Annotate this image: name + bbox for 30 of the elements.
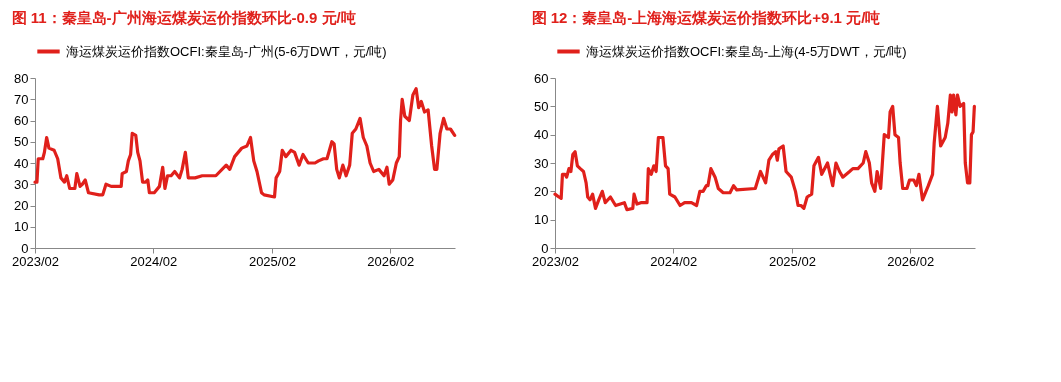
x-tick-label: 2026/02 bbox=[887, 253, 935, 269]
y-tick-label: 70 bbox=[14, 91, 29, 107]
y-tick-label: 60 bbox=[14, 113, 29, 128]
x-tick-label: 2025/02 bbox=[248, 253, 296, 269]
legend-label: 海运煤炭运价指数OCFI:秦皇岛-广州(5-6万DWT，元/吨) bbox=[66, 43, 387, 59]
y-tick-label: 50 bbox=[534, 98, 549, 114]
x-tick-label: 2023/02 bbox=[532, 253, 579, 269]
y-tick-label: 30 bbox=[14, 176, 29, 192]
y-tick-label: 20 bbox=[534, 183, 549, 199]
y-tick-label: 80 bbox=[14, 70, 29, 86]
legend-label: 海运煤炭运价指数OCFI:秦皇岛-上海(4-5万DWT，元/吨) bbox=[586, 43, 907, 59]
y-tick-label: 10 bbox=[534, 212, 549, 228]
x-tick-label: 2023/02 bbox=[12, 253, 59, 269]
y-tick-label: 0 bbox=[21, 240, 29, 256]
line-series bbox=[553, 93, 976, 212]
y-tick-label: 30 bbox=[534, 155, 549, 171]
y-tick-label: 60 bbox=[534, 70, 549, 86]
y-tick-label: 40 bbox=[534, 127, 549, 143]
y-tick-label: 20 bbox=[14, 198, 29, 213]
x-tick-label: 2026/02 bbox=[367, 253, 415, 269]
chart-title: 图 12：秦皇岛-上海海运煤炭运价指数环比+9.1 元/吨 bbox=[531, 9, 881, 26]
y-tick-label: 0 bbox=[541, 240, 549, 256]
x-tick-label: 2024/02 bbox=[650, 253, 698, 269]
y-tick-label: 50 bbox=[14, 134, 29, 150]
y-tick-label: 40 bbox=[14, 155, 29, 171]
x-tick-label: 2024/02 bbox=[130, 253, 178, 269]
line-series bbox=[33, 87, 457, 199]
x-tick-label: 2025/02 bbox=[768, 253, 816, 269]
chart-title: 图 11：秦皇岛-广州海运煤炭运价指数环比-0.9 元/吨 bbox=[11, 9, 356, 26]
y-tick-label: 10 bbox=[14, 219, 29, 235]
